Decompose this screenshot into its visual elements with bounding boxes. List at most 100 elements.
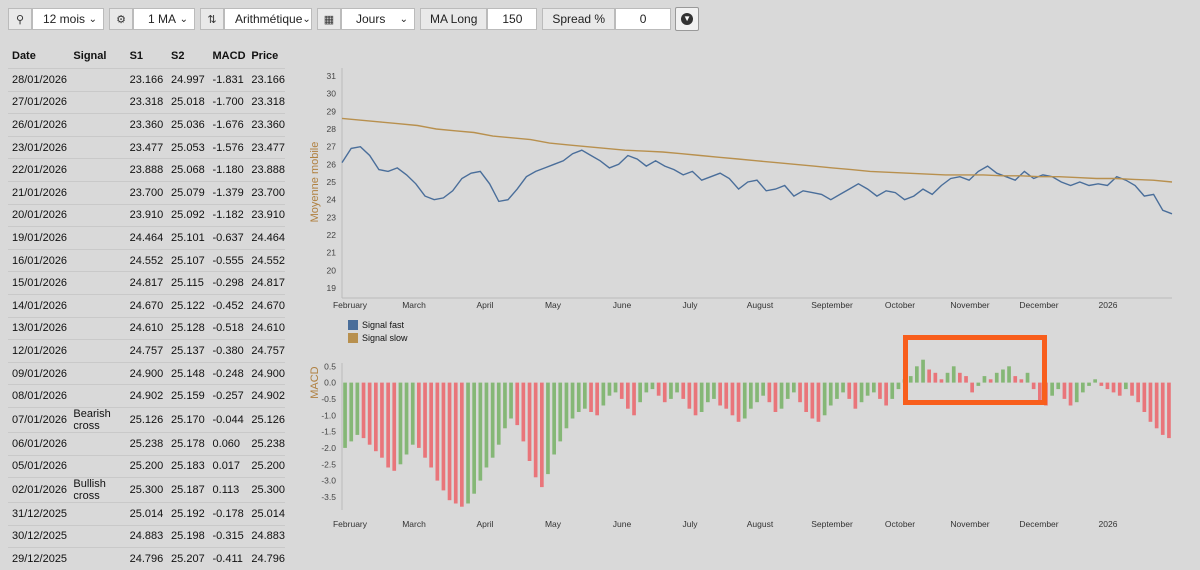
cell-s2: 25.053 (167, 135, 209, 159)
macd-bar (398, 382, 403, 465)
cell-macd: -1.182 (208, 203, 248, 227)
x-tick-label: September (811, 519, 853, 529)
macd-bar (576, 382, 581, 412)
cell-signal (69, 226, 126, 250)
macd-bar (908, 376, 913, 383)
cell-s1: 23.318 (125, 90, 168, 114)
cell-s2: 24.997 (167, 68, 209, 92)
cell-macd: -0.044 (208, 406, 248, 433)
y-tick-label: 25 (327, 177, 337, 187)
x-tick-label: November (950, 300, 989, 310)
cell-date: 20/01/2026 (8, 203, 70, 227)
cell-signal (69, 454, 126, 478)
table-row: 15/01/2026 24.817 25.115 -0.298 24.817 (8, 271, 285, 295)
series-line-fast (341, 145, 1173, 215)
spread-input[interactable]: 0 (615, 8, 672, 30)
macd-bar (1050, 382, 1054, 396)
legend-item-slow[interactable]: Signal slow (348, 331, 408, 344)
header-s2: S2 (171, 50, 185, 62)
macd-bar (1130, 382, 1134, 396)
macd-bar (583, 382, 587, 409)
macd-bar (490, 382, 495, 458)
interval-select[interactable]: Jours ⌄ (341, 8, 415, 30)
table-row: 12/01/2026 24.757 25.137 -0.380 24.757 (8, 339, 285, 363)
gears-icon: ⚙ (109, 8, 133, 30)
cell-date: 05/01/2026 (8, 454, 70, 478)
macd-bar (349, 382, 354, 442)
macd-bar (687, 382, 692, 409)
macd-bar (564, 382, 569, 429)
cell-price: 24.902 (247, 384, 285, 408)
cell-price: 24.464 (247, 226, 285, 250)
cell-price: 25.126 (247, 406, 285, 433)
x-tick-label: August (747, 519, 774, 529)
cell-s1: 23.477 (125, 135, 168, 159)
submit-button[interactable]: ▼ (675, 7, 700, 31)
cell-date: 12/01/2026 (8, 339, 70, 363)
cell-macd: -1.180 (208, 158, 248, 182)
macd-bar (915, 366, 919, 383)
cell-s1: 23.166 (125, 68, 168, 92)
x-tick-label: September (811, 300, 853, 310)
x-tick-label: March (402, 300, 426, 310)
x-tick-label: February (333, 300, 368, 310)
y-tick-label: 0.0 (324, 378, 336, 388)
x-tick-label: October (885, 519, 915, 529)
macd-bar (804, 382, 808, 412)
macd-bar (810, 382, 815, 419)
cell-s1: 25.300 (125, 477, 168, 503)
cell-macd: -0.637 (208, 226, 248, 250)
table-row: 09/01/2026 24.900 25.148 -0.248 24.900 (8, 361, 285, 385)
cell-s1: 25.126 (125, 406, 168, 433)
macd-bar (1013, 376, 1018, 383)
y-tick-label: 28 (327, 124, 337, 134)
header-s1: S1 (129, 50, 144, 62)
macd-bar (896, 382, 901, 390)
macd-bar (527, 382, 532, 461)
cell-price: 24.796 (247, 547, 285, 570)
scale-select[interactable]: Arithmétique ⌄ (224, 8, 312, 30)
ma-long-label: MA Long (420, 8, 488, 30)
y-tick-label: 21 (327, 248, 337, 258)
cell-price: 25.238 (247, 431, 285, 455)
legend-item-fast[interactable]: Signal fast (348, 318, 408, 331)
table-row: 22/01/2026 23.888 25.068 -1.180 23.888 (8, 158, 285, 182)
cell-s2: 25.207 (167, 547, 209, 570)
macd-bar (1148, 382, 1153, 422)
macd-bar (927, 369, 931, 383)
macd-bar (589, 382, 593, 412)
x-tick-label: May (545, 519, 562, 529)
macd-chart: 0.5 0.0 -0.5 -1.0 -1.5 -2.0 -2.5 -3.0 -3.5 Februa… (309, 359, 1171, 529)
y-tick-label: 20 (327, 265, 337, 275)
macd-bar (1081, 382, 1085, 393)
cell-s2: 25.079 (167, 180, 209, 205)
ma-select[interactable]: 1 MA ⌄ (133, 8, 195, 30)
series-line-slow (341, 117, 1173, 183)
macd-bar (945, 372, 950, 383)
macd-bar (453, 382, 458, 504)
x-tick-label: March (402, 519, 426, 529)
cell-s1: 24.670 (125, 293, 168, 318)
macd-bar (933, 372, 938, 383)
header-signal: Signal (73, 50, 107, 62)
macd-bar (718, 382, 722, 406)
cell-s1: 24.796 (125, 547, 168, 570)
cell-signal (69, 547, 126, 570)
cell-s2: 25.192 (167, 502, 209, 526)
macd-bar (1093, 379, 1097, 383)
x-tick-label: July (682, 300, 698, 310)
cell-date: 16/01/2026 (8, 248, 70, 272)
cell-date: 13/01/2026 (8, 316, 70, 340)
cell-date: 08/01/2026 (8, 384, 70, 408)
ma-long-input[interactable]: 150 (487, 8, 538, 30)
macd-bar (546, 382, 550, 475)
cell-price: 23.477 (247, 135, 285, 159)
macd-bar (828, 382, 833, 406)
cell-signal (69, 524, 126, 548)
table-row: 06/01/2026 25.238 25.178 0.060 25.238 (8, 431, 285, 455)
header-date: Date (12, 50, 36, 62)
cell-macd: -1.379 (208, 180, 248, 205)
period-value: 12 mois (43, 12, 86, 26)
table-header-row: Date Signal S1 S2 MACD Price (8, 44, 285, 69)
period-select[interactable]: 12 mois ⌄ (32, 8, 104, 30)
